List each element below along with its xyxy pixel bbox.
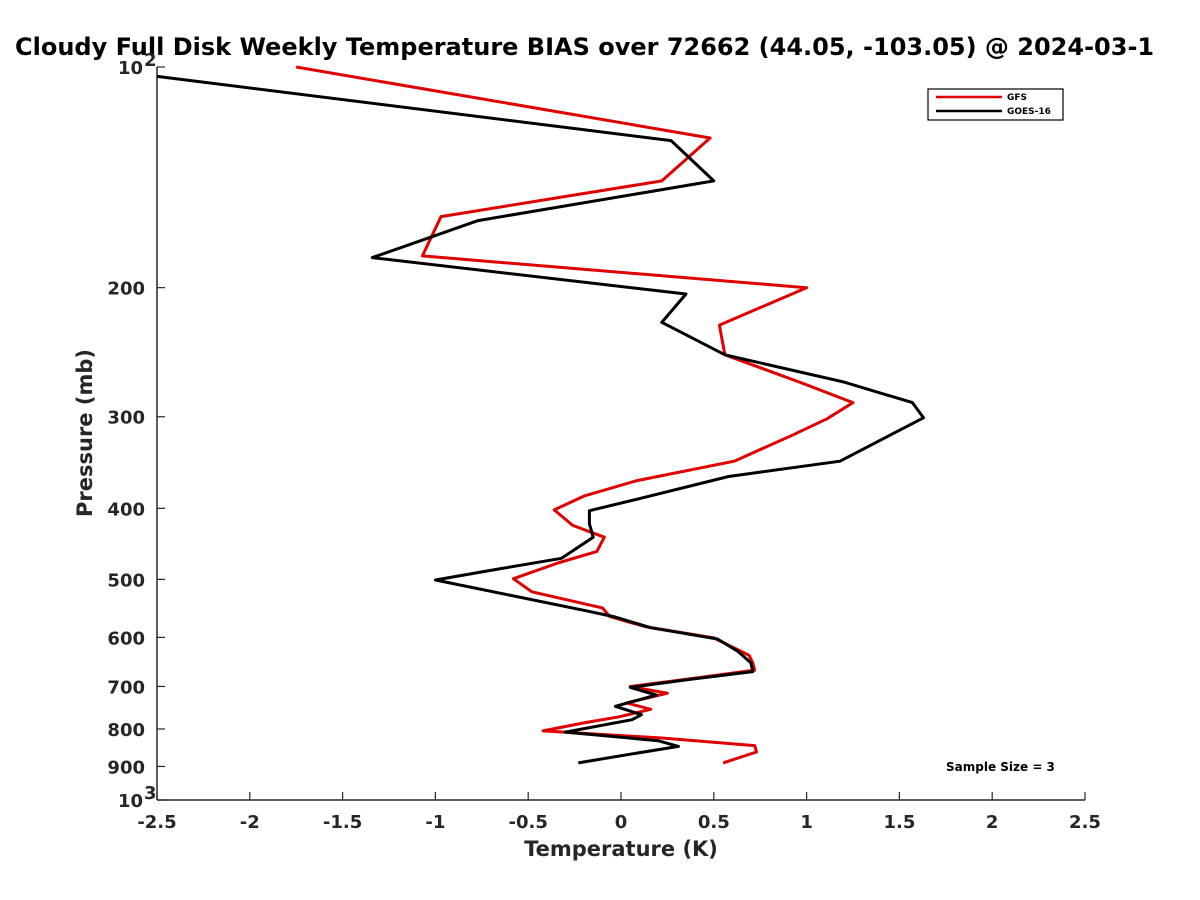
x-tick-label: -1	[425, 812, 445, 833]
y-tick-label: 700	[107, 677, 145, 698]
legend-box	[927, 88, 1064, 121]
y-tick-exponent: 2	[144, 50, 157, 71]
x-tick-label: 1.5	[883, 812, 915, 833]
legend-label-gfs: GFS	[1007, 93, 1027, 103]
y-tick-label: 600	[107, 628, 145, 649]
chart-title: Cloudy Full Disk Weekly Temperature BIAS…	[15, 33, 1154, 61]
y-tick-exponent: 3	[144, 783, 157, 804]
x-tick-label: 0.5	[698, 812, 730, 833]
y-tick-label: 10	[118, 58, 143, 79]
series-line-gfs	[295, 65, 855, 765]
sample-size-annotation: Sample Size = 3	[946, 760, 1055, 774]
x-axis-label: Temperature (K)	[524, 837, 718, 861]
legend-label-goes16: GOES-16	[1007, 107, 1051, 117]
y-tick-label: 900	[107, 757, 145, 778]
y-tick-label: 200	[107, 279, 145, 300]
x-tick-label: -0.5	[509, 812, 548, 833]
x-tick-label: 0	[615, 812, 628, 833]
y-tick-label: 400	[107, 499, 145, 520]
x-tick-label: 2.5	[1069, 812, 1101, 833]
y-axis-label: Pressure (mb)	[73, 349, 97, 517]
plot-axes: -2.5 -2 -1.5 -1 -0.5 0 0.5 1 1.5 2 2.510 2200300400…	[107, 50, 1101, 833]
y-tick-label: 300	[107, 408, 145, 429]
y-tick-label: 800	[107, 720, 145, 741]
series-layer	[156, 65, 925, 765]
x-tick-label: 1	[800, 812, 813, 833]
x-tick-label: -2.5	[137, 812, 176, 833]
x-tick-label: 2	[986, 812, 999, 833]
series-line-goes-16	[156, 74, 925, 765]
y-tick-label: 10	[118, 791, 143, 812]
x-tick-label: -1.5	[323, 812, 362, 833]
y-tick-label: 500	[107, 570, 145, 591]
legend: GFS GOES-16	[927, 88, 1064, 121]
x-tick-label: -2	[240, 812, 260, 833]
